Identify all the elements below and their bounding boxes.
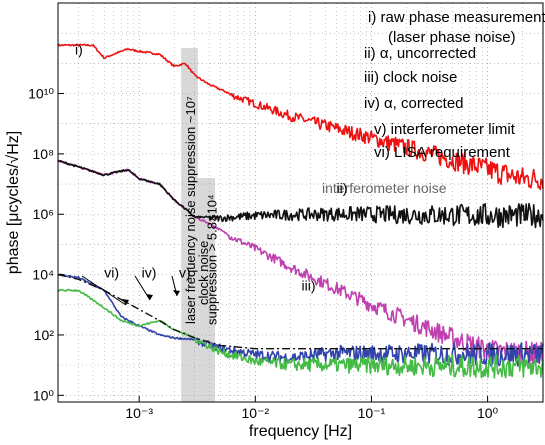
faded-text: interferometer noise (322, 180, 447, 196)
plot-frame (57, 2, 544, 403)
laser-band (181, 48, 198, 402)
series-line-6 (57, 273, 543, 350)
series-line-5 (57, 288, 544, 379)
clock-band-label-2: suppression > 5.8×10⁴ (204, 194, 219, 325)
curve-label: i) (75, 41, 83, 57)
y-axis-label: phase [μcycles/√Hz] (5, 131, 22, 274)
laser-band-label: laser frequency noise suppression ~10⁷ (183, 96, 198, 324)
legend-entry: ii) α, uncorrected (364, 45, 476, 62)
curve-label: v) (179, 265, 191, 281)
series-line-1 (57, 43, 544, 191)
series-lines (57, 43, 544, 379)
legend-entry: iv) α, corrected (364, 95, 464, 112)
curve-label: vi) (104, 265, 119, 281)
x-tick-label: 10⁻³ (125, 405, 153, 421)
y-tick-label: 10⁸ (33, 146, 55, 162)
x-tick-label: 10⁻² (242, 405, 270, 421)
curve-label: iv) (142, 265, 157, 281)
y-tick-label: 10² (34, 327, 55, 343)
legend-entry: vi) LISA requirement (374, 144, 511, 161)
annotations: laser frequency noise suppression ~10⁷cl… (75, 41, 447, 325)
clock-band-label: clock noise (196, 241, 211, 305)
series-line-4 (57, 273, 544, 367)
x-axis-label: frequency [Hz] (249, 423, 352, 440)
y-tick-label: 10⁰ (33, 387, 55, 403)
series-line-3 (57, 159, 544, 229)
legend-entry: v) interferometer limit (374, 121, 516, 138)
series-line-2 (57, 159, 544, 366)
curve-label: iii) (302, 277, 316, 293)
curve-label: ii) (336, 180, 347, 196)
y-tick-label: 10⁶ (33, 206, 54, 222)
y-tick-label: 10¹⁰ (28, 86, 54, 102)
y-tick-label: 10⁴ (32, 267, 54, 283)
legend-entry: (laser phase noise) (388, 29, 516, 46)
arrowhead (146, 294, 153, 300)
legend-entry: i) raw phase measurement (368, 9, 545, 26)
axis-ticks: 10⁻³ 10⁻² 10⁻¹ 10⁰ 10⁰ 10² 10⁴ 10⁶ 10⁸ 10¹⁰ (28, 86, 498, 421)
curve-pointer-arrow (81, 275, 127, 306)
x-tick-label: 10⁻¹ (358, 405, 386, 421)
legend-entry: iii) clock noise (364, 69, 457, 86)
x-tick-label: 10⁰ (477, 405, 499, 421)
legend: i) raw phase measurement (laser phase noi… (364, 9, 545, 161)
arrowhead (122, 299, 129, 305)
arrowhead (173, 290, 180, 296)
